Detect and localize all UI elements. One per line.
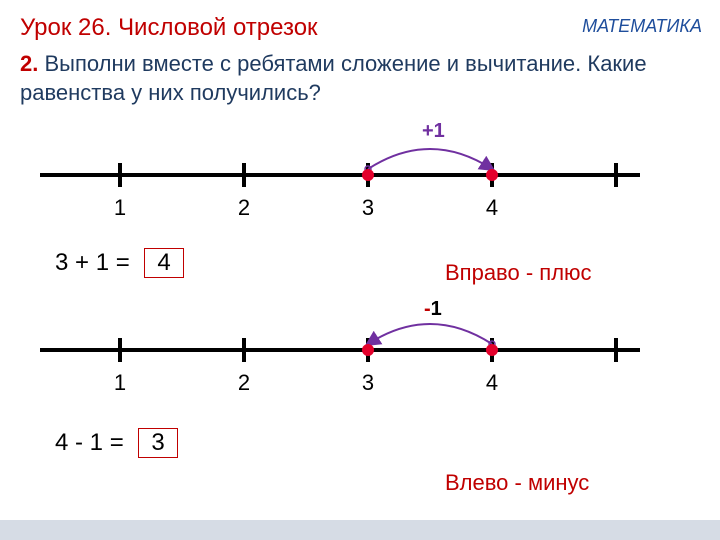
- hint-right-plus: Вправо - плюс: [445, 260, 592, 286]
- arc-minus-1: [368, 324, 492, 344]
- arc-plus-1: [368, 149, 492, 169]
- subject-label: МАТЕМАТИКА: [582, 16, 702, 37]
- point-3: [362, 169, 374, 181]
- equation-1-text: 3 + 1 =: [55, 249, 130, 276]
- operation-label-plus-1: +1: [422, 120, 445, 143]
- lesson-title: Урок 26. Числовой отрезок: [20, 14, 318, 42]
- footer-bar: [0, 520, 720, 540]
- equation-2-answer: 3: [138, 428, 177, 458]
- numberline-2: 1 2 3 4: [0, 310, 720, 405]
- numberline-2-svg: 1 2 3 4: [0, 310, 720, 400]
- tick-label: 1: [114, 195, 126, 220]
- equation-1: 3 + 1 = 4: [55, 248, 184, 278]
- task-text: 2. Выполни вместе с ребятами сложение и …: [20, 50, 710, 107]
- tick-label: 1: [114, 370, 126, 395]
- numberline-1: 1 2 3 4: [0, 135, 720, 230]
- point-4: [486, 169, 498, 181]
- tick-label: 3: [362, 370, 374, 395]
- equation-2-text: 4 - 1 =: [55, 429, 124, 456]
- one-digit: 1: [431, 298, 442, 320]
- tick-label: 2: [238, 195, 250, 220]
- equation-2: 4 - 1 = 3: [55, 428, 178, 458]
- point-3b: [362, 344, 374, 356]
- hint-left-minus: Влево - минус: [445, 470, 589, 496]
- task-body: Выполни вместе с ребятами сложение и выч…: [20, 51, 647, 105]
- operation-label-minus-1: -1: [424, 298, 442, 321]
- tick-label: 4: [486, 370, 498, 395]
- tick-label: 3: [362, 195, 374, 220]
- equation-1-answer: 4: [144, 248, 183, 278]
- numberline-1-svg: 1 2 3 4: [0, 135, 720, 225]
- tick-label: 4: [486, 195, 498, 220]
- task-number: 2.: [20, 51, 38, 76]
- tick-label: 2: [238, 370, 250, 395]
- minus-sign: -: [424, 298, 431, 320]
- point-4b: [486, 344, 498, 356]
